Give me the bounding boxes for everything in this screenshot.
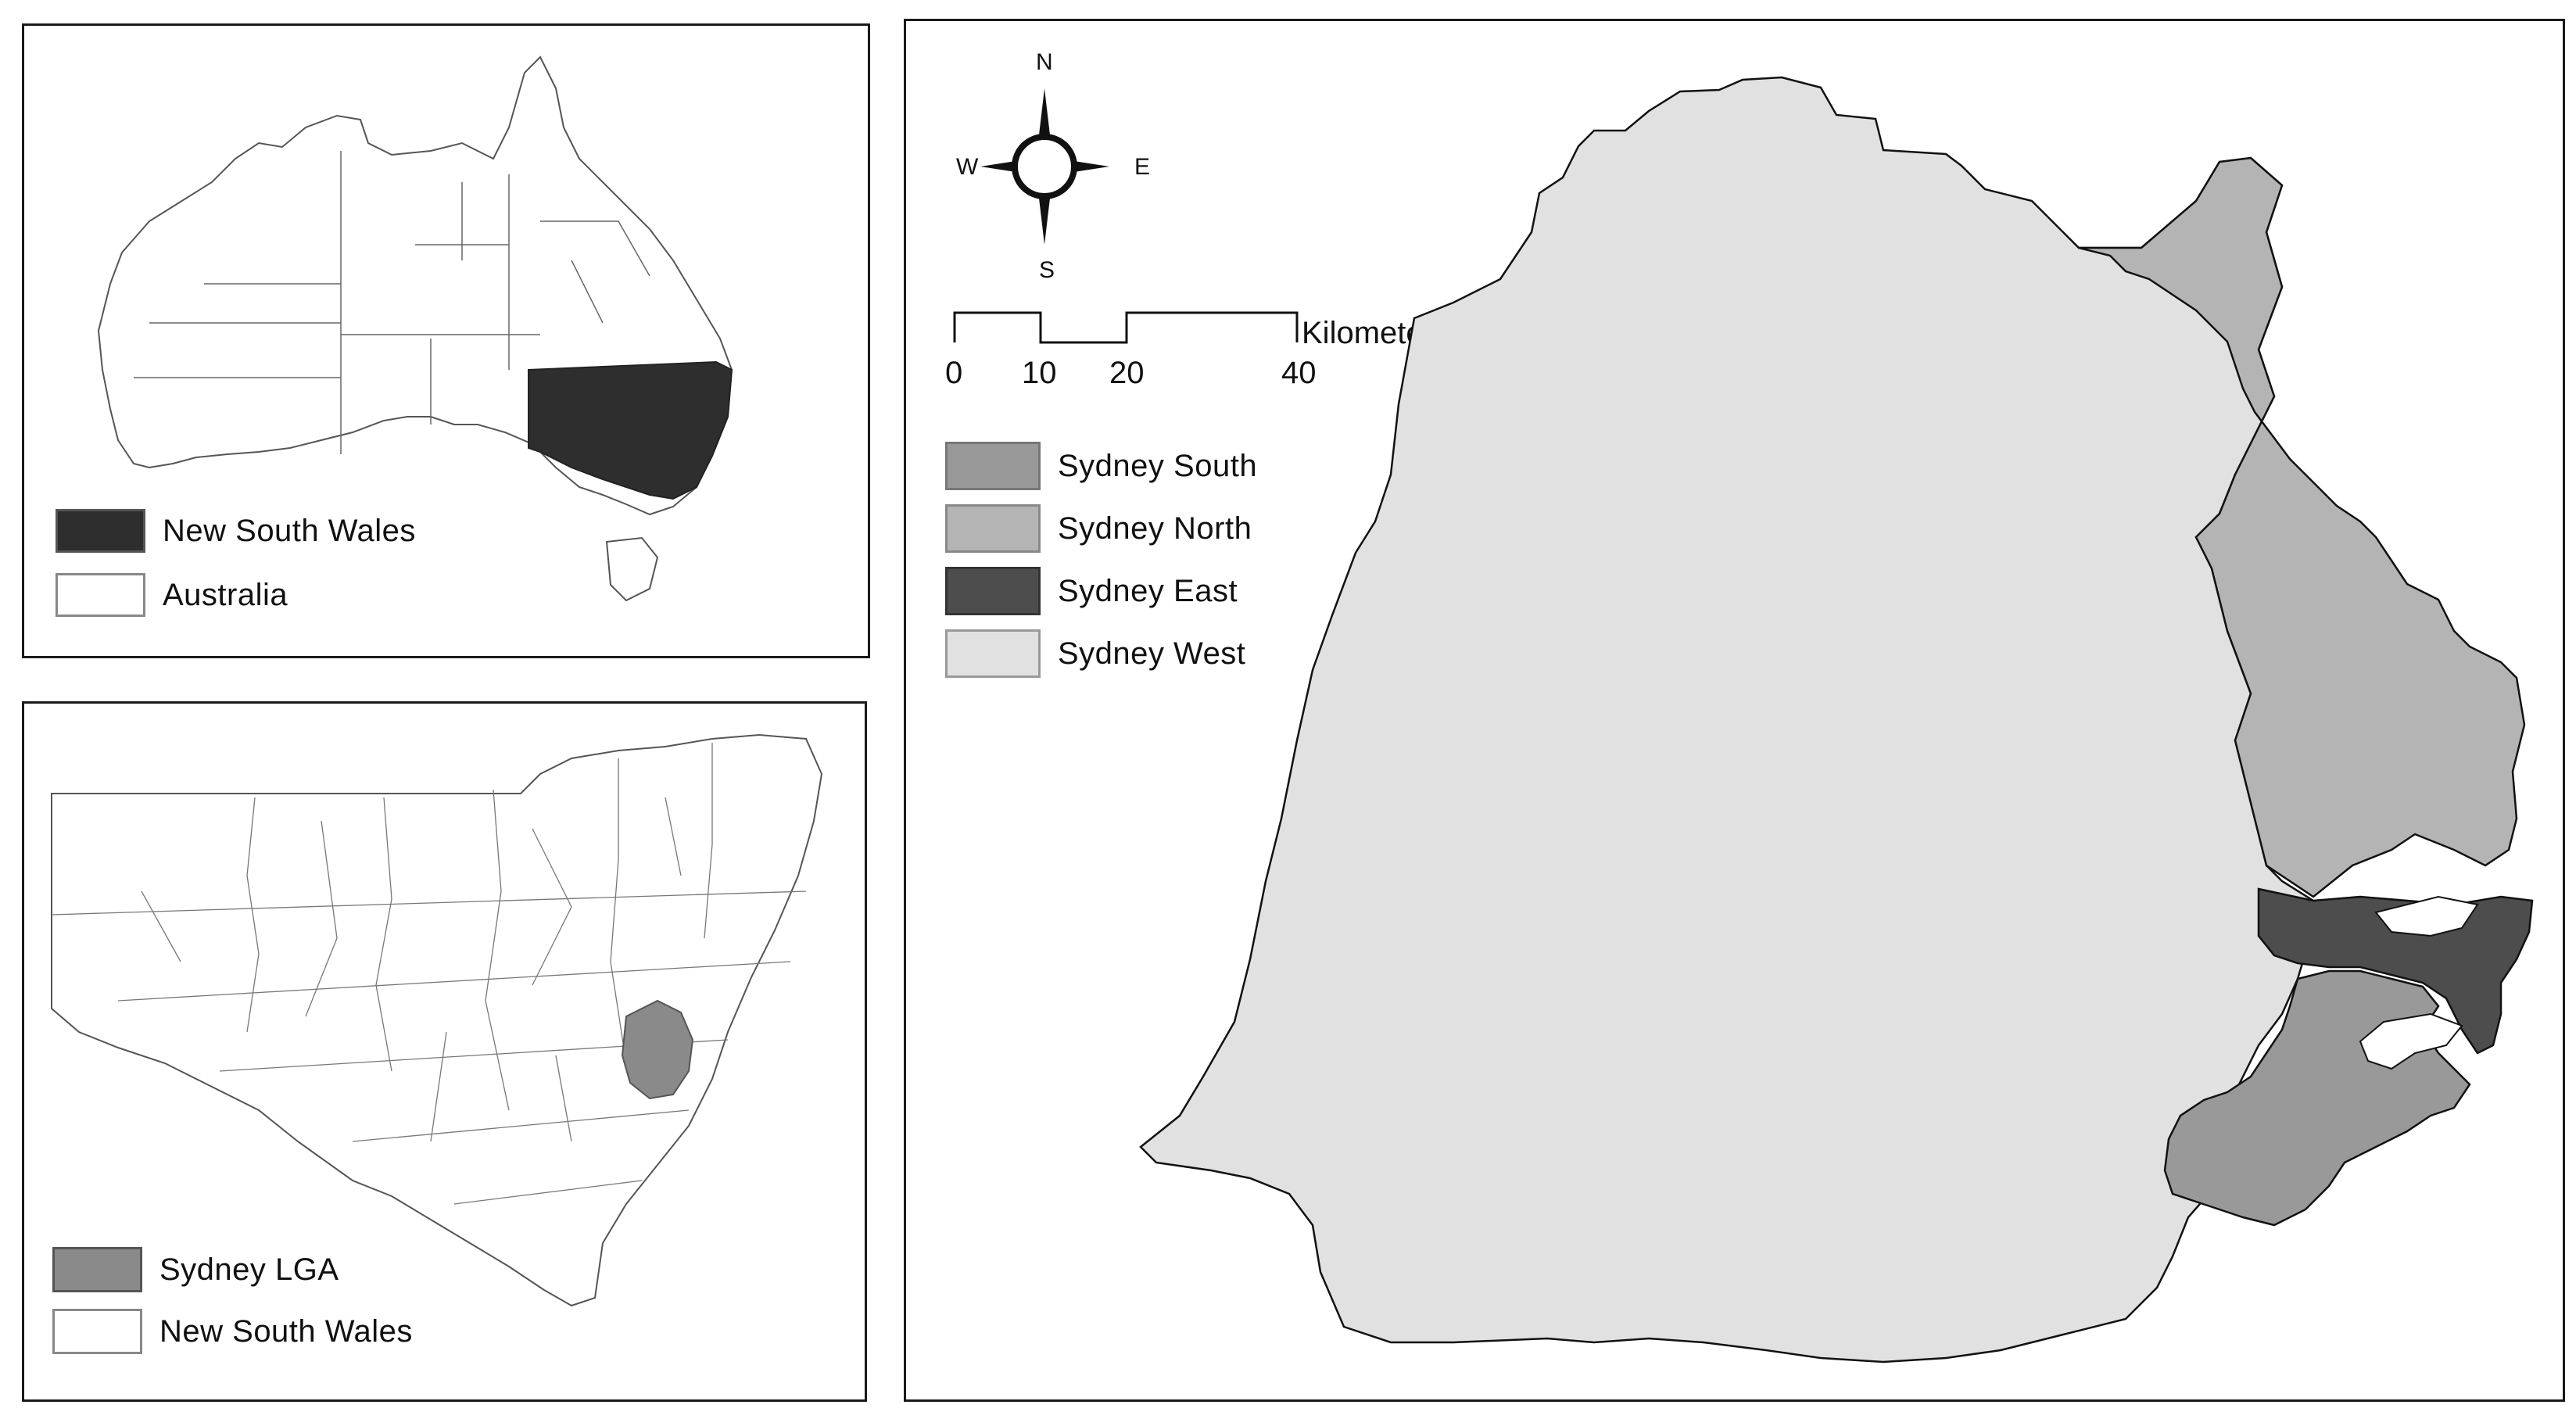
nsw-map (51, 733, 823, 1307)
sydney-regions-map: N S W E Kilometers 0 10 20 40 Sydney Sou… (904, 19, 2565, 1402)
nsw-shape (51, 733, 823, 1307)
north-arrow: N S W E (956, 49, 1150, 284)
legend-item-nsw: New South Wales (52, 1309, 413, 1354)
legend-swatch (945, 629, 1041, 678)
legend-item-sydney-north: Sydney North (945, 504, 1252, 553)
compass-east: E (1134, 154, 1151, 180)
scale-tick-40: 40 (1281, 356, 1317, 390)
tasmania-shape (605, 536, 659, 602)
legend-swatch (52, 1309, 142, 1354)
scale-bar-graphic (953, 311, 1299, 344)
australia-inset-map: New South Wales Australia (22, 23, 870, 658)
legend-item-sydney-lga: Sydney LGA (52, 1247, 339, 1292)
sydney-lga-highlight (621, 999, 694, 1100)
scale-tick-20: 20 (1109, 356, 1145, 390)
nsw-highlight (528, 360, 733, 500)
region-sydney-north (2078, 156, 2526, 898)
australia-map (97, 56, 733, 602)
australia-boundaries (134, 151, 650, 454)
legend-item-sydney-west: Sydney West (945, 629, 1245, 678)
scale-tick-0: 0 (945, 356, 963, 390)
harbour-cutout (2359, 1012, 2463, 1070)
compass-west: W (956, 154, 979, 180)
legend-swatch (56, 509, 145, 553)
legend-item-sydney-east: Sydney East (945, 567, 1238, 615)
legend-swatch (56, 573, 145, 617)
legend-item-sydney-south: Sydney South (945, 442, 1257, 490)
harbour-cutout-north (2374, 895, 2479, 937)
compass-rose-icon (980, 88, 1109, 245)
scale-tick-10: 10 (1022, 356, 1057, 390)
legend-swatch (52, 1247, 142, 1292)
legend-swatch (945, 442, 1041, 490)
nsw-inset-map: Sydney LGA New South Wales (22, 701, 867, 1402)
legend-item-australia: Australia (56, 573, 288, 617)
legend-item-nsw: New South Wales (56, 509, 416, 553)
legend-swatch (945, 567, 1041, 615)
compass-south: S (1039, 257, 1055, 283)
legend-swatch (945, 504, 1041, 553)
compass-north: N (1036, 49, 1053, 75)
sydney-regions (1139, 76, 2534, 1363)
